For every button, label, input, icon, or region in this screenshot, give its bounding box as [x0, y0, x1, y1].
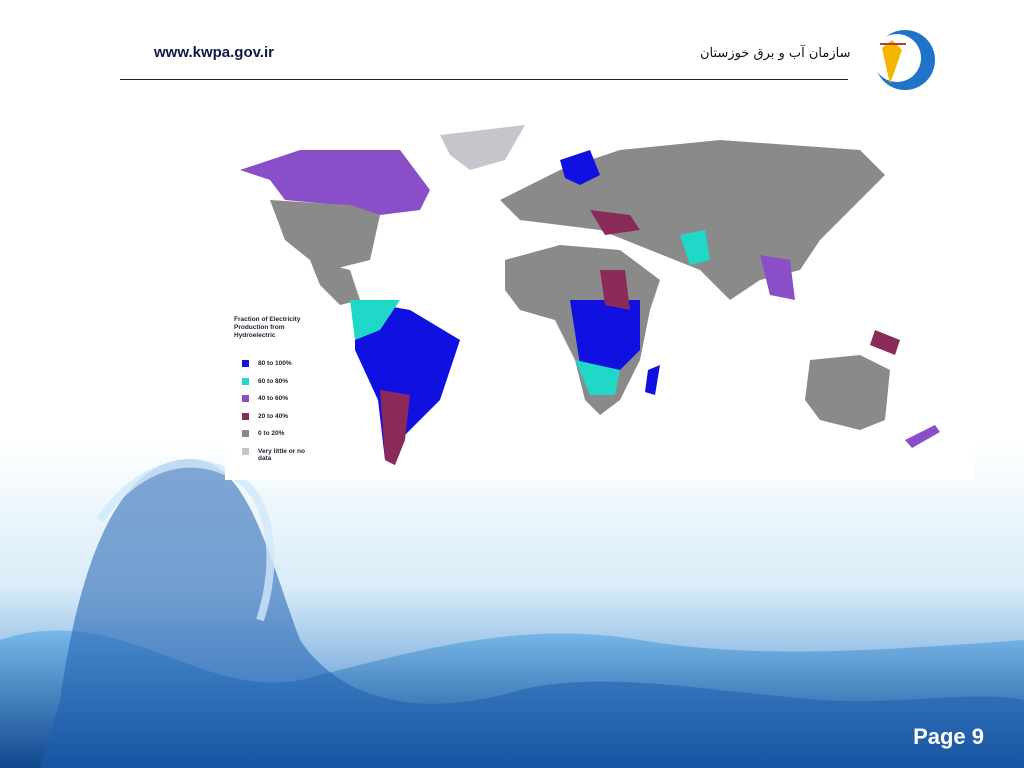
legend-item: 80 to 100% [242, 360, 306, 370]
legend-label: 20 to 40% [258, 412, 288, 420]
legend-swatch [242, 412, 249, 420]
legend-label: 80 to 100% [258, 360, 292, 367]
legend-swatch [242, 360, 249, 367]
map-legend: Fraction of Electricity Production from … [226, 312, 308, 480]
legend-item: 40 to 60% [242, 395, 306, 405]
organization-name: سازمان آب و برق خوزستان [700, 46, 851, 61]
legend-title: Fraction of Electricity Production from … [234, 316, 301, 339]
wave-crest [40, 459, 1024, 768]
legend-swatch [242, 430, 249, 437]
legend-label: Very little or no data [258, 447, 305, 462]
legend-item: Very little or no data [242, 447, 306, 462]
legend-swatch [242, 395, 249, 402]
legend-swatch [242, 447, 249, 455]
legend-swatch [242, 377, 249, 385]
legend-label: 40 to 60% [258, 395, 288, 402]
legend-item: 60 to 80% [242, 377, 306, 388]
logo [873, 30, 935, 90]
legend-item: 20 to 40% [242, 412, 306, 423]
legend-label: 60 to 80% [258, 377, 288, 385]
page-number: Page 9 [913, 724, 984, 749]
website-url: www.kwpa.gov.ir [154, 44, 275, 61]
header-rule [120, 79, 848, 80]
legend-item: 0 to 20% [242, 430, 306, 440]
legend-label: 0 to 20% [258, 430, 285, 437]
world-map [225, 120, 975, 480]
